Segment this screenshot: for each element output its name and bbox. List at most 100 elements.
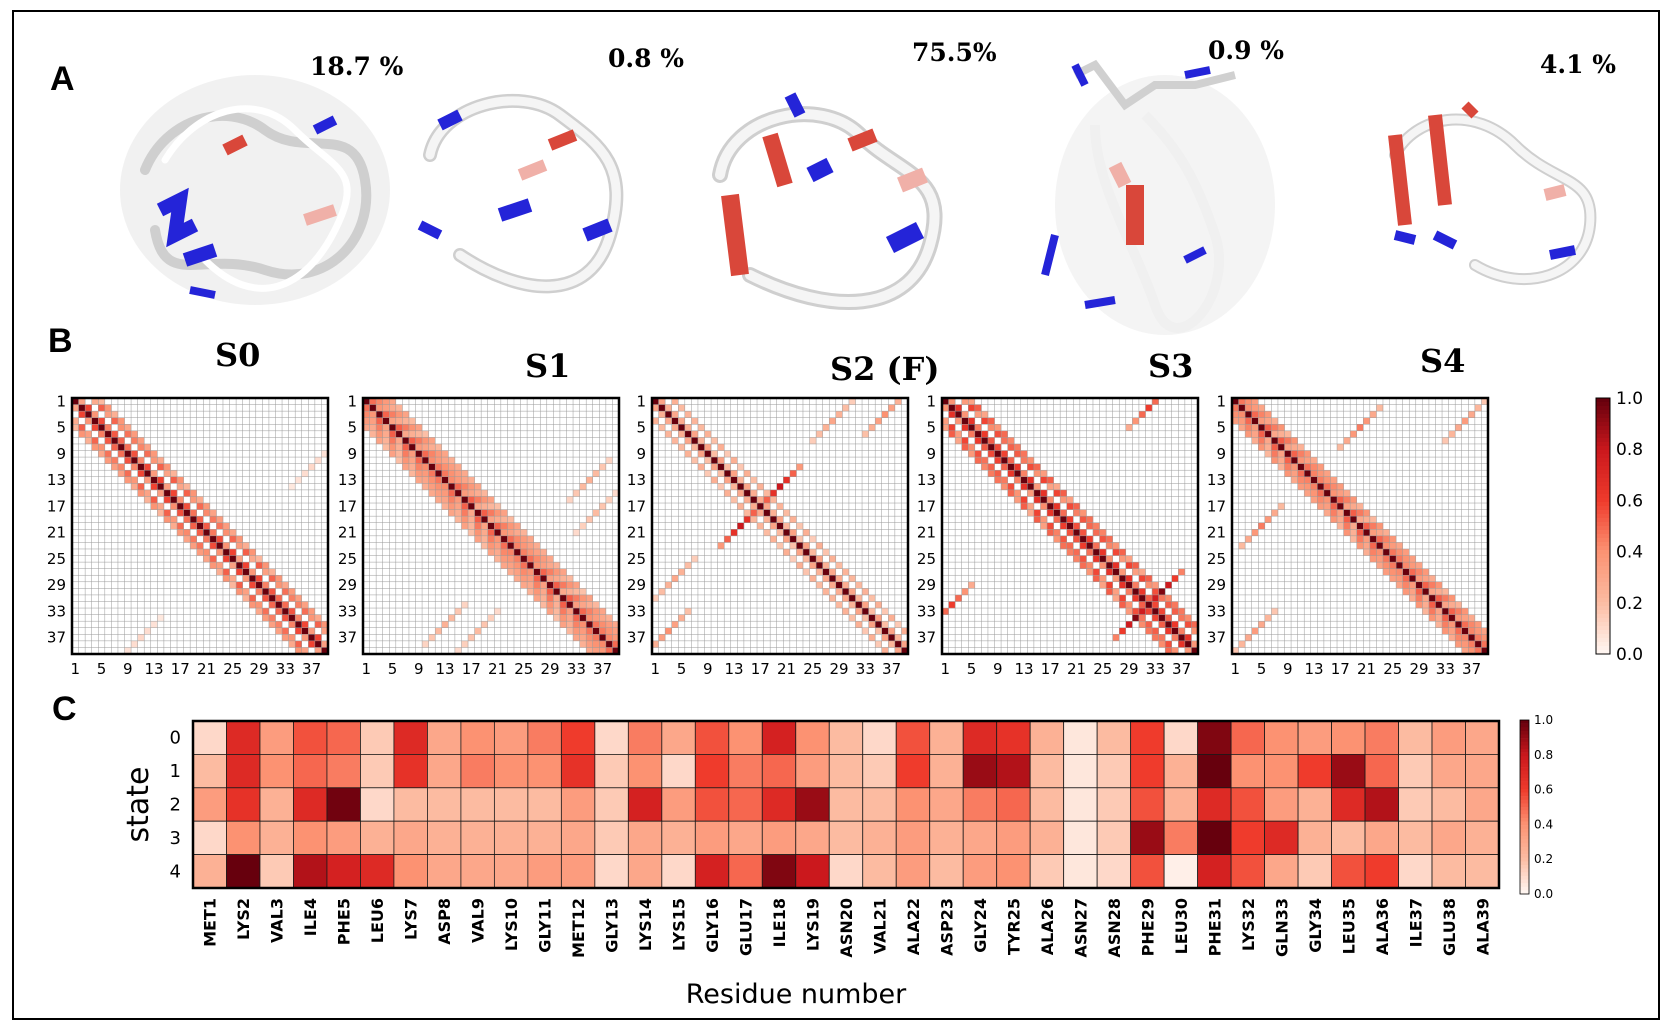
- contact-cell: [183, 489, 191, 497]
- contact-cell: [1396, 575, 1403, 582]
- contact-cell: [1145, 594, 1153, 602]
- contact-cell: [104, 437, 112, 445]
- contact-cell: [855, 594, 863, 602]
- contact-cell: [948, 411, 956, 418]
- contact-cell: [1330, 483, 1338, 491]
- contact-cell: [1099, 575, 1107, 582]
- heat-cell: [996, 720, 1031, 755]
- contact-cell: [697, 424, 705, 432]
- contact-cell: [422, 450, 429, 458]
- contact-cell: [1343, 503, 1351, 510]
- contact-cell: [369, 398, 377, 405]
- residue-tick-label: ASN28: [1105, 898, 1124, 958]
- contact-cell: [1323, 476, 1331, 484]
- contact-cell: [1369, 548, 1377, 556]
- contact-cell: [1258, 437, 1266, 445]
- contact-cell: [1040, 503, 1048, 510]
- tick-label-y: 5: [56, 419, 66, 437]
- contact-cell: [855, 601, 863, 609]
- heat-cell: [527, 754, 562, 789]
- contact-cell: [605, 647, 613, 655]
- heat-cell: [929, 787, 964, 822]
- tick-label-x: 29: [830, 660, 849, 678]
- contact-cell: [533, 568, 541, 576]
- heat-cell: [728, 820, 763, 856]
- heat-cell: [460, 720, 495, 755]
- colorbar-b-segment: [1596, 642, 1610, 647]
- contact-cell: [376, 398, 383, 405]
- contact-cell: [796, 548, 804, 556]
- heat-cell: [1297, 754, 1332, 789]
- contact-cell: [559, 568, 567, 576]
- state-tick-label: 4: [170, 861, 181, 882]
- contact-cell: [474, 483, 482, 491]
- contact-cell: [1350, 509, 1357, 517]
- contact-cell: [750, 489, 758, 497]
- contact-cell: [1271, 509, 1279, 517]
- contact-cell: [78, 411, 86, 418]
- contact-cell: [441, 470, 449, 477]
- contact-cell: [229, 575, 237, 582]
- tick-label-y: 1: [56, 392, 66, 410]
- contact-cell: [599, 627, 607, 635]
- contact-cell: [1079, 535, 1087, 543]
- contact-cell: [540, 594, 547, 602]
- contact-cell: [1382, 548, 1390, 556]
- contact-cell: [314, 640, 322, 648]
- contact-cell: [961, 398, 969, 405]
- contact-cell: [1092, 522, 1100, 530]
- contact-cell: [942, 417, 949, 425]
- contact-cell: [209, 555, 217, 563]
- contact-cell: [301, 608, 309, 615]
- contact-cell: [1152, 594, 1159, 602]
- contact-cell: [216, 568, 224, 576]
- contact-cell: [1304, 476, 1311, 484]
- contact-cell: [282, 601, 289, 609]
- tick-label-x: 29: [541, 660, 560, 678]
- contact-cell: [848, 594, 856, 602]
- contact-cell: [566, 601, 574, 609]
- contact-cell: [1271, 457, 1279, 464]
- contact-cell: [1277, 463, 1285, 471]
- contact-cell: [170, 489, 178, 497]
- contact-cell: [1066, 516, 1074, 523]
- tick-label-x: 17: [751, 660, 770, 678]
- contact-cell: [816, 430, 823, 438]
- contact-cell: [203, 522, 211, 530]
- contact-cell: [1125, 588, 1133, 596]
- colorbar-c-segment: [1520, 872, 1529, 877]
- contact-cell: [1297, 450, 1305, 458]
- heat-cell: [560, 754, 596, 789]
- contact-cell: [1258, 424, 1266, 432]
- contact-cell: [144, 470, 151, 477]
- heat-cell: [326, 787, 361, 822]
- colorbar-c-segment: [1520, 868, 1529, 873]
- contact-cell: [415, 450, 423, 458]
- contact-cell: [1310, 463, 1318, 471]
- contact-cell: [474, 522, 482, 530]
- contact-cell: [796, 535, 804, 543]
- contact-cell: [487, 509, 495, 517]
- contact-cell: [1152, 601, 1159, 609]
- tick-label-x: 21: [1067, 660, 1086, 678]
- contact-cell: [717, 463, 725, 471]
- contact-cell: [691, 555, 699, 563]
- colorbar-c-segment: [1520, 763, 1529, 768]
- contact-cell: [1389, 555, 1397, 563]
- contact-cell: [441, 483, 449, 491]
- contact-cell: [487, 542, 495, 550]
- contact-cell: [1442, 621, 1449, 628]
- contact-cell: [395, 404, 403, 412]
- contact-cell: [1079, 562, 1087, 569]
- contact-cell: [540, 562, 547, 569]
- contact-cell: [901, 640, 909, 648]
- contact-cell: [242, 575, 250, 582]
- heat-cell: [427, 787, 462, 822]
- contact-cell: [454, 483, 462, 491]
- residue-tick-label: LYS19: [804, 898, 823, 951]
- contact-cell: [428, 443, 436, 451]
- contact-cell: [1079, 555, 1087, 563]
- tick-label-y: 13: [917, 471, 936, 489]
- tick-label-y: 21: [627, 524, 646, 542]
